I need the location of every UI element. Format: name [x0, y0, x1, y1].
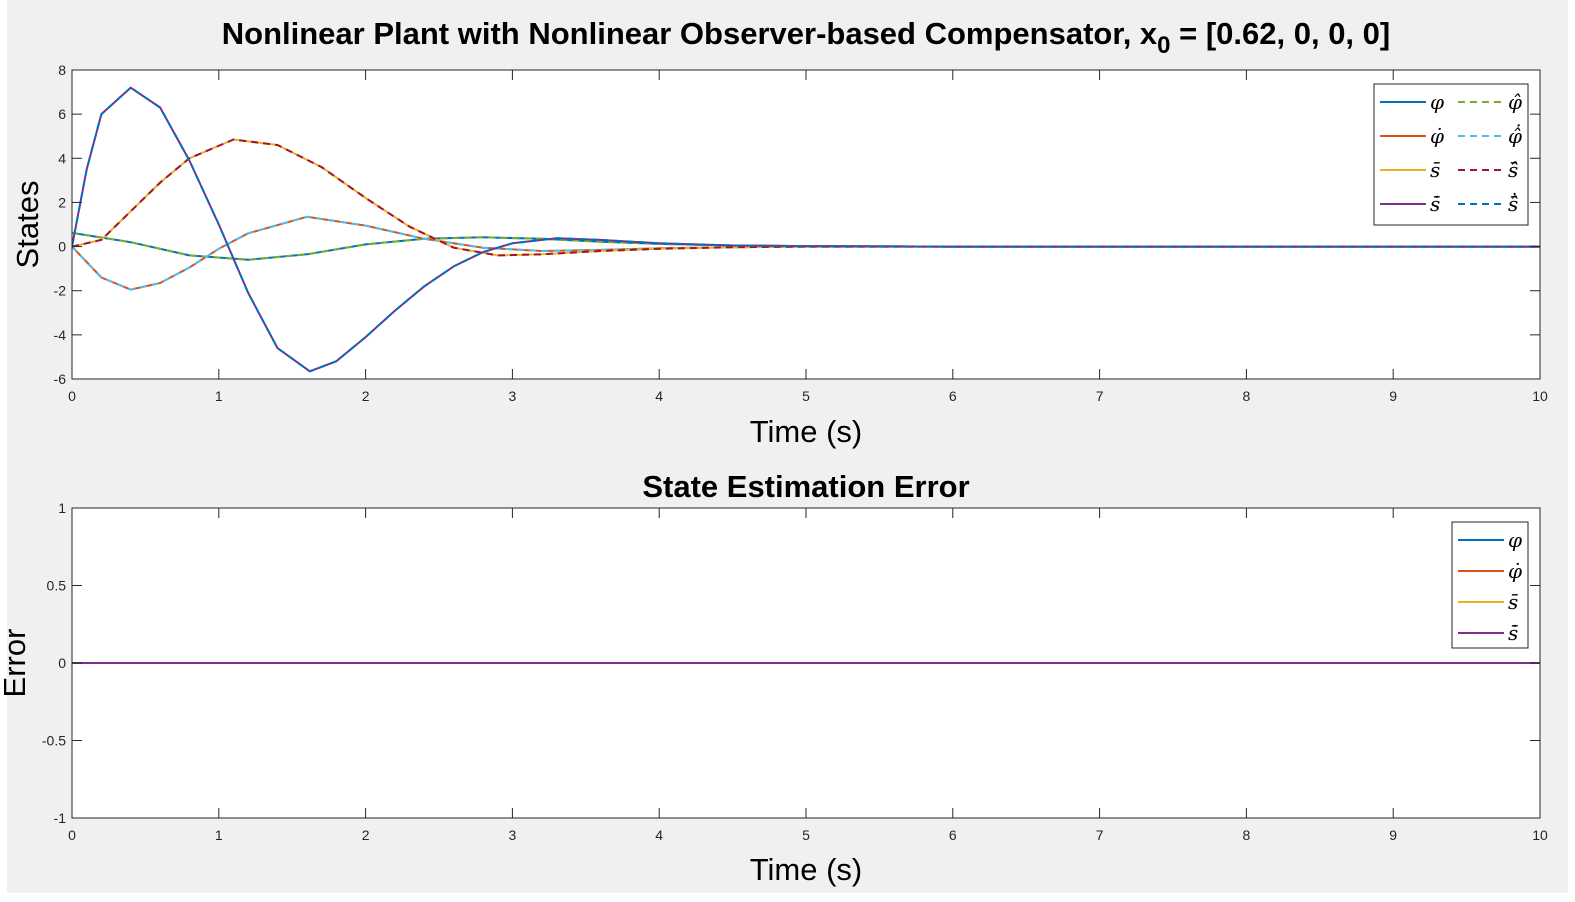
x-tick-label: 4 [655, 827, 663, 843]
y-tick-label: 4 [58, 150, 66, 166]
series-group [72, 86, 1540, 373]
y-tick-label: 1 [58, 500, 66, 516]
x-tick-label: 7 [1096, 827, 1104, 843]
y-tick-label: 8 [58, 62, 66, 78]
legend-label: φ [1508, 528, 1522, 552]
chart-title-main: Nonlinear Plant with Nonlinear Observer-… [222, 16, 1158, 51]
y-tick-label: -1 [54, 810, 67, 826]
y-axis-label: States [10, 181, 45, 269]
x-tick-label: 8 [1243, 827, 1251, 843]
x-tick-label: 4 [655, 388, 663, 404]
x-tick-label: 9 [1389, 827, 1397, 843]
chart-title-subscript: 0 [1157, 32, 1170, 59]
legend-label: s̄ [1508, 590, 1518, 614]
y-tick-label: 2 [58, 194, 66, 210]
x-axis-label: Time (s) [750, 852, 863, 887]
x-tick-label: 0 [68, 388, 76, 404]
x-tick-label: 10 [1532, 388, 1548, 404]
x-tick-label: 6 [949, 388, 957, 404]
legend-label: s̄ [1430, 158, 1440, 182]
y-tick-label: -4 [54, 327, 67, 343]
x-tick-label: 9 [1389, 388, 1397, 404]
series-line-8 [72, 86, 1540, 373]
x-axis-label: Time (s) [750, 414, 863, 449]
x-tick-label: 5 [802, 827, 810, 843]
x-tick-label: 6 [949, 827, 957, 843]
y-tick-label: -2 [54, 283, 67, 299]
legend-label: φ̇ [1508, 559, 1522, 583]
legend-label: s̄̇ [1430, 192, 1440, 216]
y-tick-label: 6 [58, 106, 66, 122]
y-axis-label: Error [0, 629, 32, 698]
x-tick-label: 8 [1243, 388, 1251, 404]
legend-label: φ̇ [1430, 124, 1444, 148]
x-tick-label: 3 [509, 388, 517, 404]
axes-2: 0 1 2 3 4 5 6 7 8 9 10 -1 -0.5 0 0.5 1 State Estimation … [0, 469, 1548, 887]
y-tick-label: 0 [58, 655, 66, 671]
y-tick-label: 0.5 [47, 578, 67, 594]
chart-title-main: State Estimation Error [642, 469, 969, 504]
x-tick-label: 7 [1096, 388, 1104, 404]
y-tick-label: -6 [54, 371, 67, 387]
legend-label: ŝ̄̇ [1508, 192, 1518, 216]
legend: φ φ̂ φ̇ φ̂̇ s̄ ŝ̄ s̄̇ ŝ̄̇ [1373, 83, 1529, 226]
plot-area [72, 70, 1540, 379]
x-tick-label: 10 [1532, 827, 1548, 843]
axes-1: 0 1 2 3 4 5 6 7 8 9 10 -6 -4 -2 0 2 4 6 8 Nonlinear Plant w… [10, 16, 1548, 449]
x-tick-label: 1 [215, 827, 223, 843]
chart-title: State Estimation Error [642, 469, 969, 504]
x-tick-label: 2 [362, 827, 370, 843]
series-line-2 [72, 231, 1540, 261]
legend-label: φ̂ [1508, 90, 1522, 114]
x-tick-label: 5 [802, 388, 810, 404]
x-tick-label: 1 [215, 388, 223, 404]
legend-box [1451, 521, 1529, 649]
legend-label: φ̂̇ [1508, 124, 1522, 148]
legend-label: ŝ̄ [1508, 158, 1518, 182]
legend: φ φ̇ s̄ s̄̇ [1451, 521, 1529, 649]
chart-title: Nonlinear Plant with Nonlinear Observer-… [222, 16, 1390, 59]
x-tick-label: 2 [362, 388, 370, 404]
x-tick-label: 3 [509, 827, 517, 843]
x-tick-label: 0 [68, 827, 76, 843]
chart-title-suffix: = [0.62, 0, 0, 0] [1171, 16, 1391, 51]
legend-label: s̄̇ [1508, 621, 1518, 645]
y-tick-label: 0 [58, 239, 66, 255]
y-tick-label: -0.5 [42, 733, 66, 749]
legend-label: φ [1430, 90, 1444, 114]
legend-box [1373, 83, 1529, 226]
